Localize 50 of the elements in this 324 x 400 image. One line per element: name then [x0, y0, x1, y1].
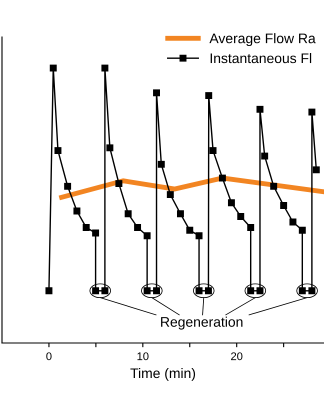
point: [204, 287, 212, 294]
point: [256, 287, 264, 294]
point: [247, 224, 254, 231]
point: [210, 147, 217, 154]
point: [228, 199, 235, 206]
point: [45, 287, 52, 294]
point: [298, 226, 306, 234]
point: [312, 166, 320, 174]
x-axis-title: Time (min): [130, 368, 196, 381]
point: [308, 108, 316, 116]
point: [101, 64, 108, 72]
point: [144, 287, 151, 294]
point: [289, 218, 296, 226]
point: [247, 287, 254, 294]
point: [92, 230, 100, 236]
x-tick-label: 0: [46, 352, 52, 360]
x-tick-label: 10: [137, 352, 149, 360]
point: [124, 210, 132, 218]
point: [64, 182, 72, 190]
point: [176, 210, 184, 218]
x-tick-label: 20: [231, 352, 242, 360]
point: [270, 182, 278, 190]
point: [134, 224, 142, 231]
point: [153, 89, 160, 96]
point: [205, 92, 212, 100]
point: [101, 287, 108, 294]
point: [166, 191, 174, 198]
legend-label: Instantaneous Fl: [210, 52, 312, 64]
point: [256, 106, 264, 113]
point: [298, 287, 306, 294]
annotation: Regeneration: [161, 316, 242, 330]
point: [196, 232, 203, 240]
point: [186, 226, 194, 234]
point: [237, 213, 244, 220]
point: [218, 174, 226, 182]
point: [92, 287, 100, 294]
point: [158, 160, 165, 168]
point: [280, 202, 288, 210]
point: [106, 144, 114, 152]
point: [50, 64, 57, 72]
point: [54, 147, 62, 154]
point: [115, 180, 122, 188]
point: [308, 287, 316, 294]
point: [82, 224, 90, 231]
point: [153, 287, 160, 294]
point: [144, 232, 151, 240]
point: [73, 208, 80, 215]
point: [196, 287, 203, 294]
point: [261, 152, 268, 160]
legend-label: Average Flow Ra: [209, 33, 316, 46]
